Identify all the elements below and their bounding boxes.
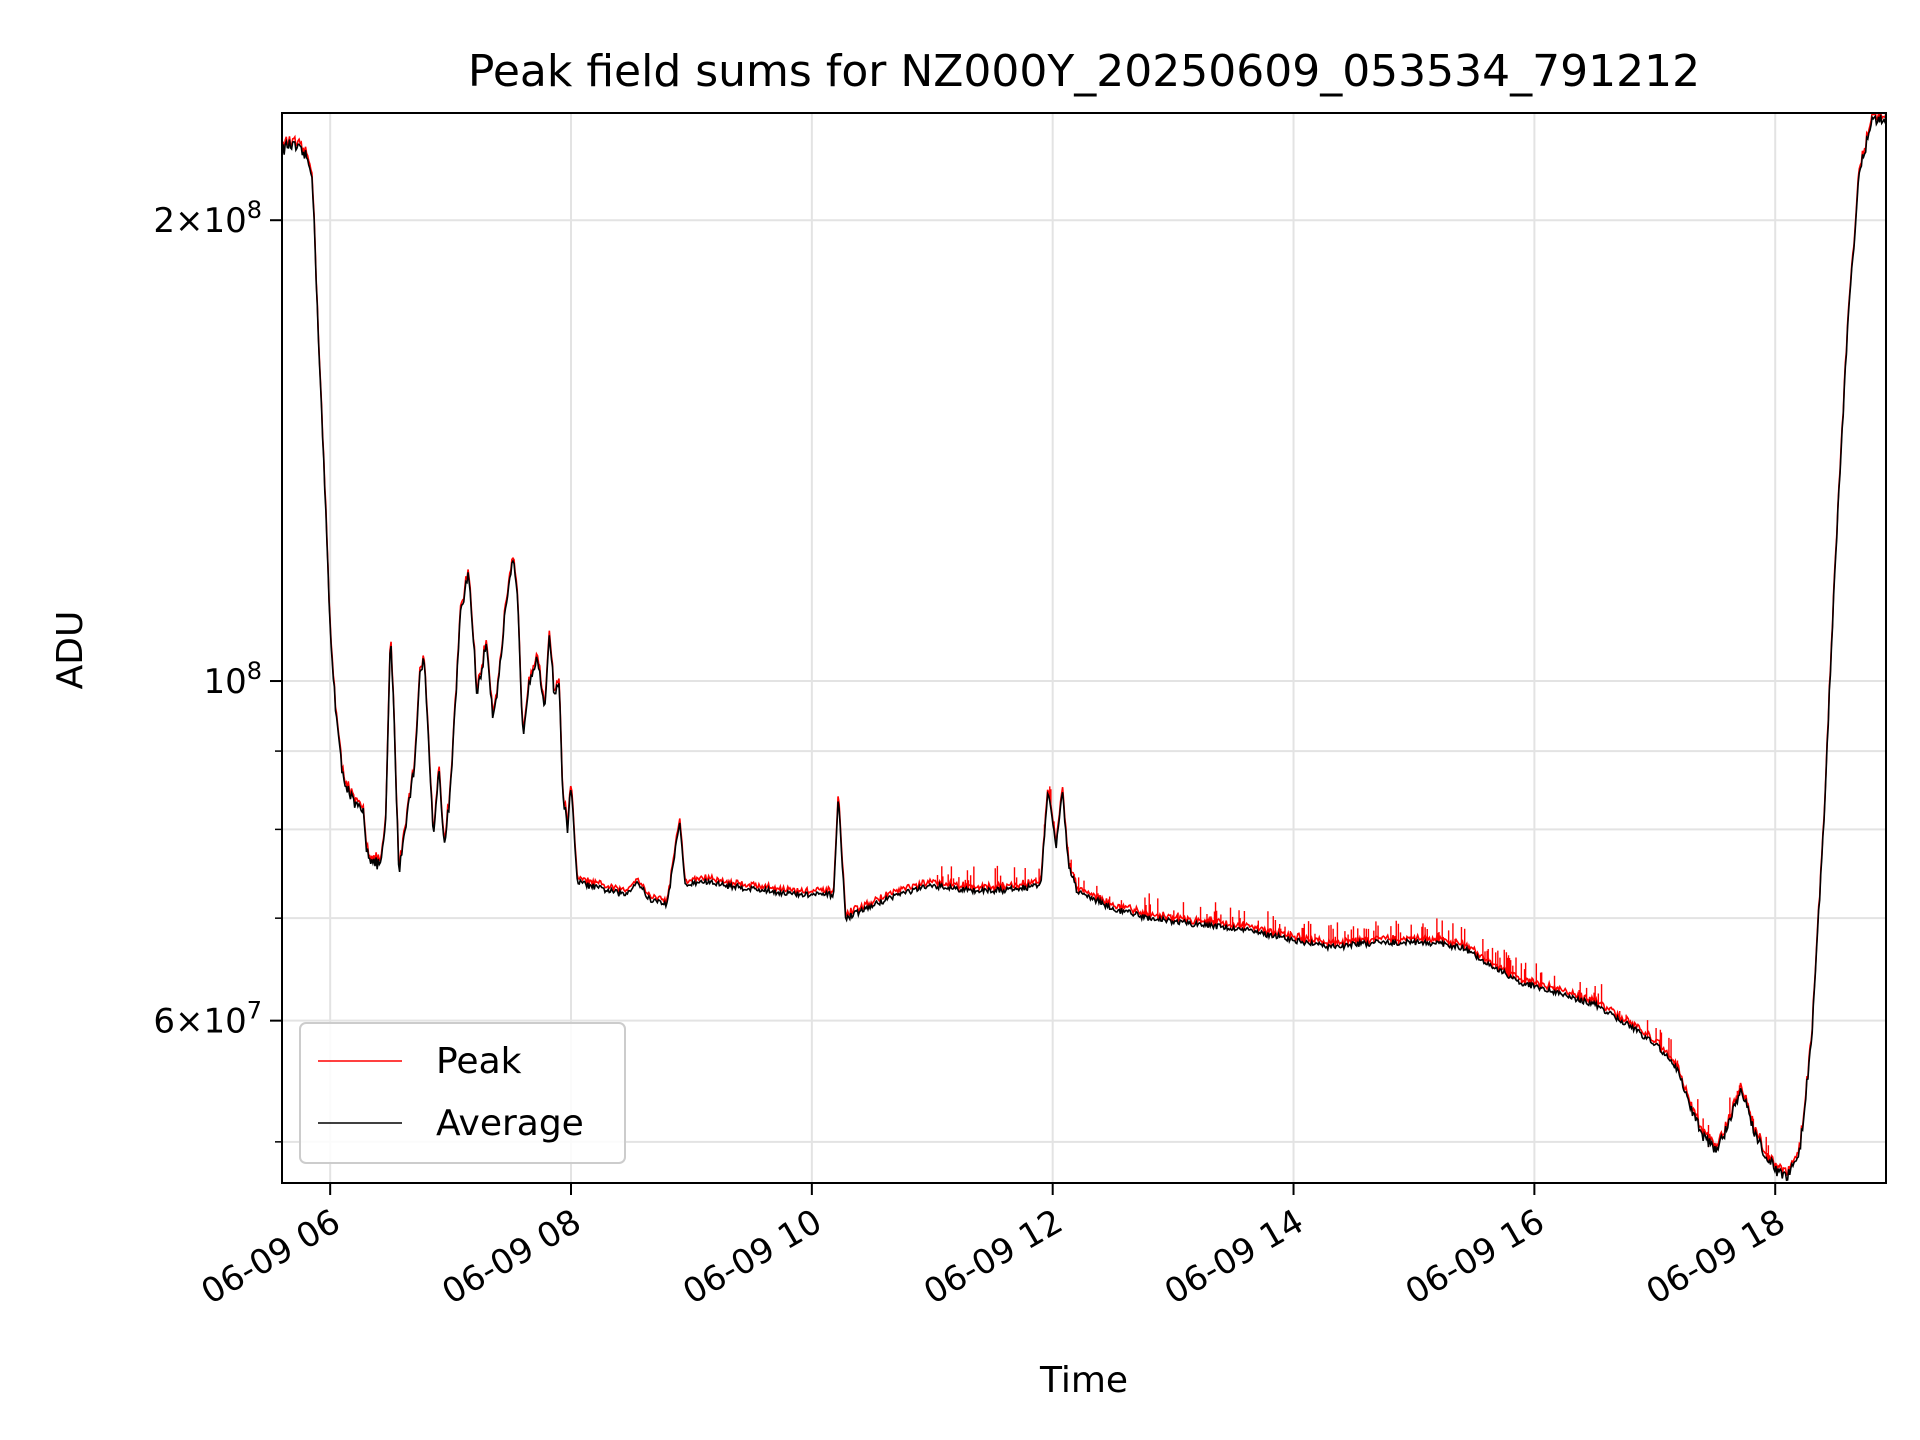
- legend-average-label: Average: [436, 1103, 584, 1144]
- average-series-layer: [282, 113, 1886, 1182]
- x-tick-label: 06-09 12: [917, 1202, 1069, 1313]
- x-tick-label: 06-09 10: [676, 1202, 828, 1313]
- y-tick-label: 108: [203, 657, 262, 702]
- x-tick-label: 06-09 18: [1640, 1202, 1792, 1313]
- chart-title: Peak field sums for NZ000Y_20250609_0535…: [468, 46, 1700, 97]
- y-tick-label: 2×108: [153, 196, 262, 241]
- average-line: [282, 114, 1886, 1182]
- peak-line: [282, 113, 1886, 1177]
- x-axis-label: Time: [1039, 1360, 1128, 1401]
- y-tick-label: 6×107: [153, 997, 262, 1042]
- legend-box: [299, 1022, 626, 1164]
- x-tick-label: 06-09 16: [1399, 1202, 1551, 1313]
- x-tick-label: 06-09 08: [436, 1202, 588, 1313]
- legend: Peak Average: [299, 1022, 626, 1164]
- x-axis: 06-09 06 06-09 08 06-09 10 06-09 12 06-09 14…: [195, 1183, 1792, 1313]
- y-axis: 2×108 108 6×107: [153, 196, 282, 1143]
- x-tick-label: 06-09 14: [1158, 1202, 1310, 1313]
- x-tick-label: 06-09 06: [195, 1202, 347, 1313]
- plot-frame: [281, 112, 1887, 1184]
- legend-peak-label: Peak: [436, 1041, 522, 1082]
- y-axis-label: ADU: [50, 611, 91, 690]
- peak-spikes: [936, 786, 1770, 1163]
